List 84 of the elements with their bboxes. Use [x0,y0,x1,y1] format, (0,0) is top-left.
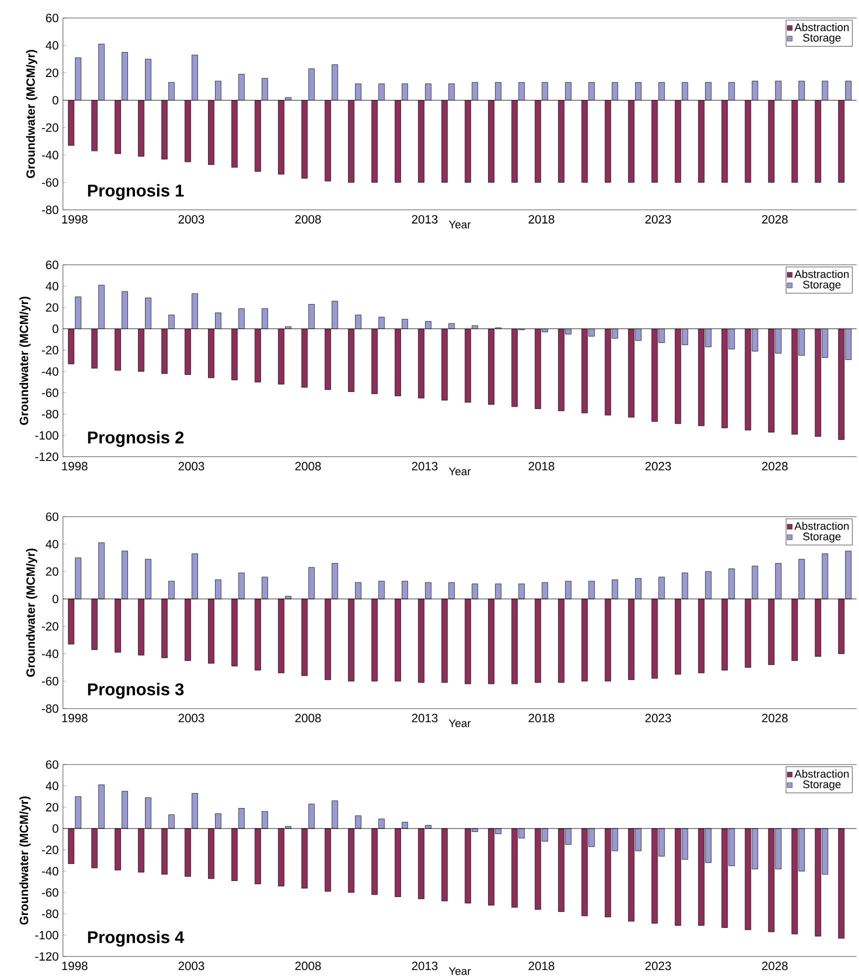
x-tick-label: 2008 [296,462,322,470]
x-tick-label: 2003 [178,714,204,722]
x-tick-label: 2023 [646,714,672,722]
x-tick-label: 2008 [296,962,322,970]
y-tick-label: -40 [42,650,59,658]
text: Prognosis 1 [88,184,184,200]
y-tick-label: -100 [36,431,59,440]
y-tick-label: -80 [42,206,59,214]
x-tick-label: 2018 [528,962,554,970]
x-tick-label: 1998 [62,962,88,970]
legend-label: Abstraction [794,23,849,32]
y-tick-label: -60 [42,676,59,686]
y-tick-label: -20 [42,846,59,854]
text: Prognosis 3 [88,682,184,699]
y-tick-label: 0 [52,594,59,604]
y-tick-label: -40 [42,866,59,876]
x-tick-label: 2018 [528,714,554,722]
x-tick-label: 2028 [762,714,788,722]
x-tick-label: 1998 [62,462,88,470]
y-tick-label: 20 [46,68,59,78]
x-tick-label: 2028 [762,462,788,470]
legend-label: Storage [803,34,841,44]
x-tick-label: 2003 [178,962,204,970]
x-tick-label: 2013 [412,462,438,470]
y-tick-label: 0 [52,324,59,334]
x-tick-label: 1998 [62,215,88,224]
x-tick-label: 2003 [178,215,204,224]
legend-label: Abstraction [794,270,849,278]
y-tick-label: 60 [46,512,59,521]
x-tick-label: 2013 [412,962,438,970]
legend-label: Storage [803,532,841,543]
y-tick-label: -80 [42,704,59,713]
y-tick-label: 60 [46,14,59,22]
y-tick-label: 60 [46,760,59,769]
y-tick-label: -20 [42,346,59,354]
y-tick-label: 40 [46,540,59,548]
text: Prognosis 2 [88,431,184,447]
legend-label: Abstraction [794,770,849,778]
x-tick-label: 2023 [646,462,672,470]
x-tick-label: 2028 [762,962,788,970]
x-tick-label: 2013 [412,215,438,224]
y-tick-label: -80 [42,910,59,918]
y-tick-label: 20 [46,802,59,812]
x-tick-label: 1998 [62,714,88,722]
y-tick-label: -100 [36,930,59,940]
x-tick-label: 2008 [296,714,322,722]
x-axis-title: Year [449,220,471,228]
x-tick-label: 2028 [762,215,788,224]
y-tick-label: 60 [46,260,59,270]
x-tick-label: 2013 [412,714,438,722]
text: Prognosis 4 [88,930,184,947]
y-tick-label: 40 [46,41,59,50]
x-axis-title: Year [449,468,471,476]
y-tick-label: -40 [42,150,59,160]
y-tick-label: 20 [46,303,59,312]
y-tick-label: 20 [46,567,59,576]
legend-label: Storage [803,280,841,291]
y-tick-label: 0 [52,96,59,104]
y-tick-label: -80 [42,410,59,418]
y-tick-label: -60 [42,388,59,398]
y-tick-label: -20 [42,123,59,132]
x-tick-label: 2018 [528,462,554,470]
y-tick-label: 40 [46,282,59,290]
legend-label: Storage [803,780,841,790]
x-tick-label: 2018 [528,215,554,224]
x-axis-title: Year [449,719,471,728]
y-axis-title: Groundwater (MCM/yr) [20,296,31,425]
y-tick-label: -120 [36,952,59,961]
y-tick-label: -60 [42,888,59,897]
y-axis-title: Groundwater (MCM/yr) [26,548,38,677]
y-axis-title: Groundwater (MCM/yr) [26,50,38,178]
y-tick-label: 0 [52,824,59,833]
x-tick-label: 2023 [646,215,672,224]
x-tick-label: 2023 [646,962,672,970]
x-axis-title: Year [449,967,471,976]
y-tick-label: 40 [46,782,59,790]
legend-label: Abstraction [794,522,849,530]
y-tick-label: -120 [36,452,59,461]
x-tick-label: 2008 [296,215,322,224]
y-tick-label: -20 [42,622,59,631]
x-tick-label: 2003 [178,462,204,470]
y-tick-label: -40 [42,367,59,376]
y-tick-label: -60 [42,178,59,187]
y-axis-title: Groundwater (MCM/yr) [20,796,31,925]
